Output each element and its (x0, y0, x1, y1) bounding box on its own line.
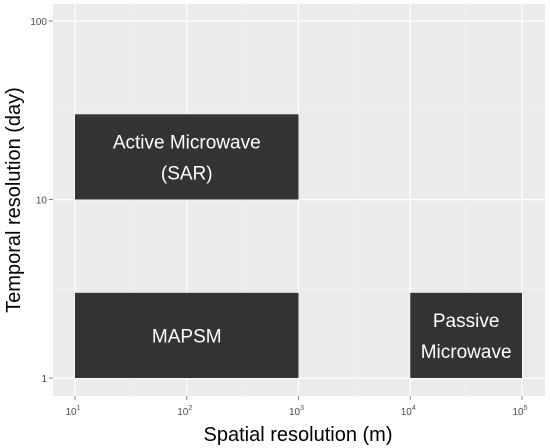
rectangle-label: Active Microwave (113, 132, 261, 153)
y-tick-label: 1 (41, 374, 47, 385)
y-tick-label: 10 (36, 196, 48, 207)
x-tick-base: 10 (512, 407, 524, 418)
rectangle-label: Microwave (421, 342, 512, 363)
x-tick-base: 10 (65, 407, 77, 418)
x-tick-exponent: 5 (524, 405, 528, 412)
rectangle-label: MAPSM (152, 326, 222, 347)
y-axis-title: Temporal resolution (day) (3, 87, 25, 313)
x-tick-label: 102 (177, 405, 192, 418)
x-tick-base: 10 (177, 407, 189, 418)
data-rectangle (410, 292, 522, 378)
x-tick-exponent: 4 (412, 405, 416, 412)
x-axis-ticks: 101 102 103 104 105 (65, 396, 528, 418)
x-axis-title: Spatial resolution (m) (204, 424, 393, 446)
x-tick-label: 101 (65, 405, 80, 418)
y-tick-label: 100 (30, 17, 47, 28)
x-tick-label: 105 (512, 405, 527, 418)
x-tick-label: 104 (401, 405, 416, 418)
data-rectangle (75, 114, 299, 200)
y-axis-ticks: 1 10 100 (30, 17, 53, 385)
x-tick-base: 10 (289, 407, 301, 418)
x-tick-base: 10 (401, 407, 413, 418)
x-tick-exponent: 2 (188, 405, 192, 412)
x-tick-exponent: 3 (300, 405, 304, 412)
data-rectangle (75, 292, 299, 378)
rectangle-label: (SAR) (161, 163, 213, 184)
data-rectangles: Active Microwave (SAR) MAPSM Passive Microwa… (75, 114, 522, 378)
rectangle-label: Passive (433, 311, 500, 332)
x-tick-label: 103 (289, 405, 304, 418)
x-tick-exponent: 1 (77, 405, 81, 412)
